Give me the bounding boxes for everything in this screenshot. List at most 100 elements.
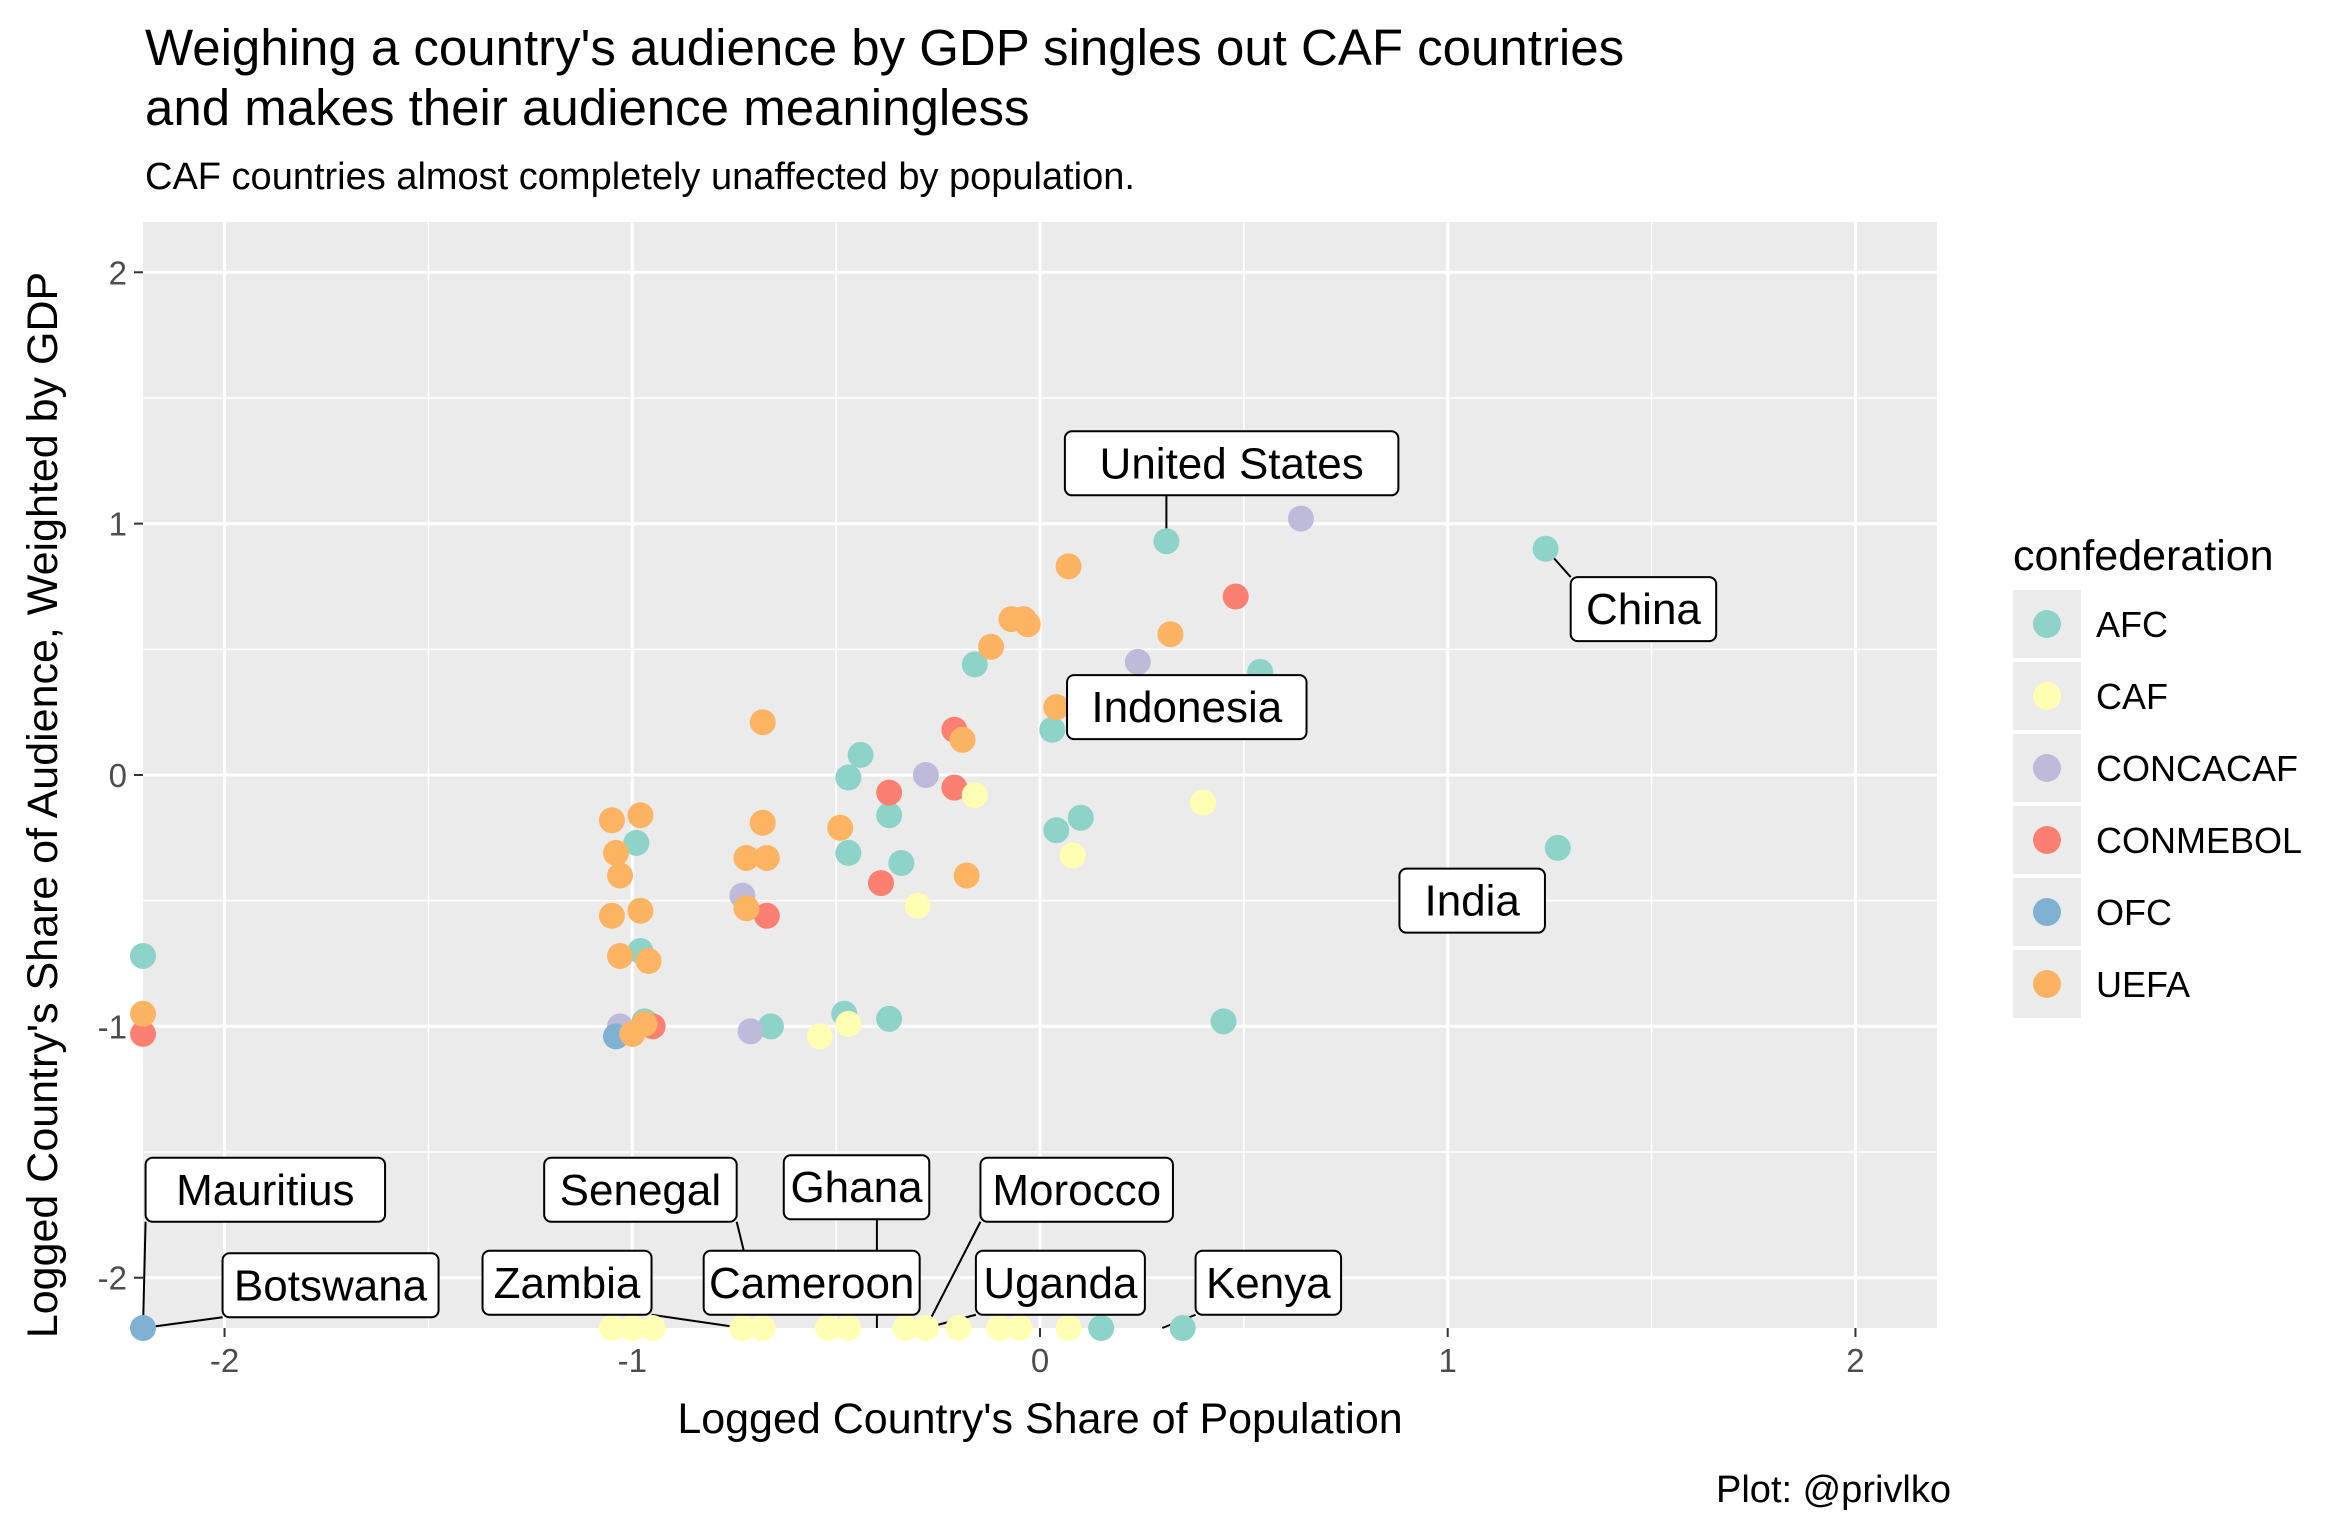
data-point-concacaf	[1287, 505, 1314, 532]
legend-item-concacaf: CONCACAF	[2013, 734, 2298, 802]
data-point-afc	[835, 839, 862, 866]
annotation-leader-line	[142, 1221, 147, 1329]
data-point-conmebol	[1222, 583, 1249, 610]
annotation-callout: Zambia	[481, 1249, 653, 1316]
data-point-uefa	[627, 897, 654, 924]
data-point-conmebol	[753, 902, 780, 929]
annotation-leader-line	[924, 1221, 982, 1329]
data-point-afc	[1153, 528, 1180, 555]
data-point-uefa	[598, 902, 625, 929]
annotation-callout: Indonesia	[1066, 674, 1308, 741]
annotation-box	[974, 1249, 1146, 1316]
annotation-label: Ghana	[790, 1163, 923, 1212]
data-point-concacaf	[912, 762, 939, 788]
annotation-callout: Kenya	[1194, 1249, 1343, 1316]
annotation-box	[144, 1156, 387, 1223]
annotation-callout: Uganda	[974, 1249, 1146, 1316]
data-point-conmebol	[941, 774, 968, 801]
plot-caption: Plot: @privlko	[1716, 1469, 1951, 1511]
data-point-uefa	[602, 839, 629, 866]
data-point-caf	[1190, 789, 1217, 816]
data-point-caf	[1055, 1315, 1082, 1341]
data-point-uefa	[607, 942, 634, 969]
chart-subtitle: CAF countries almost completely unaffect…	[145, 156, 1135, 198]
annotation-label: Mauritius	[176, 1166, 355, 1215]
legend-item-ofc: OFC	[2013, 878, 2172, 946]
y-tick-label: 0	[109, 757, 127, 794]
legend-key-swatch	[2033, 610, 2061, 638]
annotation-box	[702, 1249, 921, 1316]
legend-key-swatch	[2033, 754, 2061, 782]
data-point-afc	[1067, 804, 1094, 831]
annotation-callout: United States	[1063, 430, 1400, 497]
data-point-caf	[904, 892, 931, 919]
data-point-afc	[130, 942, 156, 969]
data-point-uefa	[749, 709, 776, 736]
data-point-afc	[876, 1005, 903, 1032]
data-point-uefa	[733, 844, 760, 871]
annotation-box	[1194, 1249, 1343, 1316]
legend-key-swatch	[2033, 826, 2061, 854]
annotation-labels: United States China Indonesia India Mauritiu…	[144, 430, 1718, 1319]
annotation-callout: Senegal	[543, 1156, 738, 1223]
annotation-label: Senegal	[560, 1166, 721, 1215]
annotation-callout: Mauritius	[144, 1156, 387, 1223]
annotation-box	[1066, 674, 1308, 741]
data-point-caf	[598, 1315, 625, 1341]
data-point-uefa	[627, 802, 654, 829]
data-point-afc	[1544, 834, 1571, 861]
data-point-uefa	[733, 895, 760, 922]
annotation-callout: Ghana	[782, 1154, 931, 1221]
annotation-label: Morocco	[992, 1166, 1161, 1215]
data-point-uefa	[635, 948, 662, 975]
legend-item-conmebol: CONMEBOL	[2013, 806, 2302, 874]
x-tick-label: -2	[210, 1342, 239, 1379]
data-point-afc	[1532, 535, 1559, 562]
data-point-caf	[1059, 842, 1086, 869]
data-point-caf	[814, 1315, 841, 1341]
data-point-uefa	[1043, 694, 1070, 721]
data-point-uefa	[1055, 553, 1082, 580]
data-point-afc	[1039, 716, 1066, 743]
data-point-afc	[847, 741, 874, 768]
data-point-caf	[835, 1315, 862, 1341]
y-tick-label: 1	[109, 506, 127, 543]
legend-item-afc: AFC	[2013, 590, 2168, 658]
chart-title-line: and makes their audience meaningless	[145, 79, 1030, 136]
annotation-leader-line	[142, 1316, 223, 1329]
annotation-box	[1569, 576, 1718, 643]
legend-label: CONMEBOL	[2096, 820, 2302, 861]
annotation-label: United States	[1100, 439, 1364, 488]
legend-key-swatch	[2033, 970, 2061, 998]
data-point-caf	[835, 1010, 862, 1037]
axes: -2 -1 0 1 2 -2 -1 0 1 2	[98, 254, 1865, 1379]
data-point-afc	[888, 849, 915, 876]
data-point-caf	[892, 1315, 919, 1341]
x-tick-label: 0	[1031, 1342, 1049, 1379]
data-point-afc	[1088, 1315, 1115, 1341]
annotation-callout: Botswana	[221, 1252, 440, 1319]
x-tick-label: 1	[1439, 1342, 1457, 1379]
data-points	[130, 505, 1571, 1341]
y-tick-label: -1	[98, 1008, 127, 1045]
data-point-uefa	[953, 862, 980, 889]
data-point-caf	[729, 1315, 756, 1341]
annotation-label: Kenya	[1206, 1259, 1331, 1308]
x-axis-title: Logged Country's Share of Population	[677, 1395, 1402, 1443]
legend-label: OFC	[2096, 892, 2172, 933]
data-point-conmebol	[130, 1020, 156, 1047]
data-point-ofc	[130, 1315, 156, 1341]
annotation-label: Indonesia	[1091, 683, 1282, 732]
data-point-caf	[961, 782, 988, 809]
legend-item-caf: CAF	[2013, 662, 2168, 730]
data-point-afc	[1210, 1008, 1237, 1035]
annotation-label: Botswana	[234, 1261, 428, 1310]
annotation-box	[1063, 430, 1400, 497]
data-point-conmebol	[867, 870, 894, 897]
annotation-callout: Morocco	[979, 1156, 1174, 1223]
legend: confederation AFC CAF CONCACAF CONMEBOL OFC U…	[2013, 532, 2302, 1018]
data-point-afc	[757, 1013, 784, 1040]
annotation-box	[543, 1156, 738, 1223]
data-point-uefa	[1157, 621, 1184, 648]
data-point-uefa	[631, 1010, 658, 1037]
